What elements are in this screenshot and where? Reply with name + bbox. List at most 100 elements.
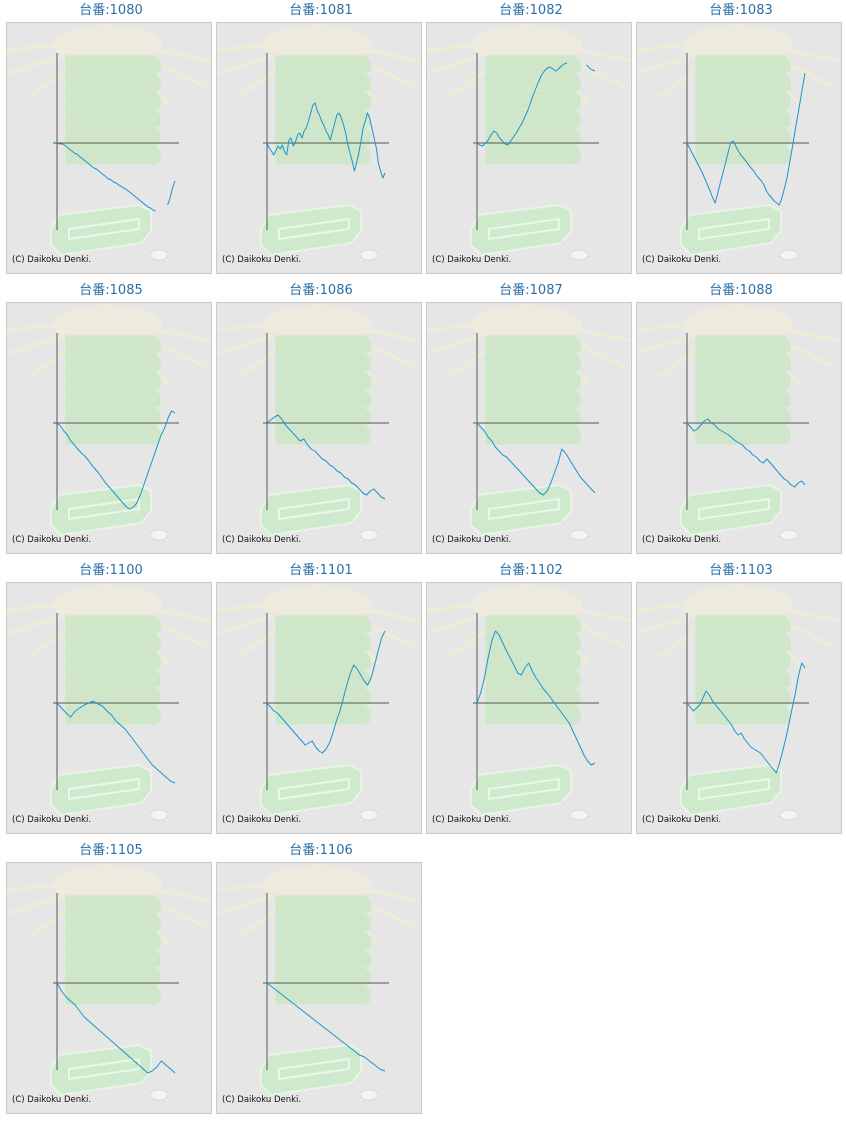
chart-frame: (C) Daikoku Denki. [636, 302, 842, 554]
chart-svg [217, 865, 421, 1101]
series-line [686, 418, 806, 488]
chart-frame: (C) Daikoku Denki. [6, 582, 212, 834]
chart-svg [217, 585, 421, 821]
chart-frame: (C) Daikoku Denki. [6, 22, 212, 274]
machine-chart: 台番:1083 (C) Daikoku Denki. [636, 0, 846, 276]
background-box-stack [694, 54, 792, 166]
background-tray [260, 763, 362, 817]
chart-svg [7, 305, 211, 541]
machine-chart: 台番:1086 (C) Daikoku Denki. [216, 280, 426, 556]
background-coin [359, 809, 379, 821]
background-tray [50, 1043, 152, 1097]
background-coin [569, 529, 589, 541]
background-coin [359, 529, 379, 541]
chart-frame: (C) Daikoku Denki. [216, 862, 422, 1114]
series-line [476, 630, 596, 766]
background-box-stack [484, 54, 582, 166]
background-tray [260, 1043, 362, 1097]
background-box-stack [274, 894, 372, 1006]
copyright-text: (C) Daikoku Denki. [222, 535, 302, 545]
chart-frame: (C) Daikoku Denki. [6, 302, 212, 554]
chart-title[interactable]: 台番:1101 [289, 563, 353, 578]
machine-chart: 台番:1101 (C) Daikoku Denki. [216, 560, 426, 836]
background-box-stack [64, 894, 162, 1006]
chart-svg [637, 585, 841, 821]
chart-title[interactable]: 台番:1080 [79, 3, 143, 18]
machine-chart: 台番:1085 (C) Daikoku Denki. [6, 280, 216, 556]
background-box-stack [274, 334, 372, 446]
copyright-text: (C) Daikoku Denki. [222, 1095, 302, 1105]
chart-svg [217, 305, 421, 541]
background-box-stack [64, 614, 162, 726]
copyright-text: (C) Daikoku Denki. [432, 255, 512, 265]
background-box-stack [274, 54, 372, 166]
copyright-text: (C) Daikoku Denki. [12, 255, 92, 265]
background-coin [779, 249, 799, 261]
series-line [476, 422, 596, 496]
chart-title[interactable]: 台番:1088 [709, 283, 773, 298]
chart-frame: (C) Daikoku Denki. [216, 582, 422, 834]
series-line [56, 410, 176, 510]
background-tray [470, 203, 572, 257]
chart-svg [427, 25, 631, 261]
background-coin [569, 809, 589, 821]
background-coin [779, 529, 799, 541]
background-tray [680, 483, 782, 537]
background-coin [149, 809, 169, 821]
copyright-text: (C) Daikoku Denki. [12, 815, 92, 825]
background-tray [470, 483, 572, 537]
series-line [266, 982, 386, 1072]
copyright-text: (C) Daikoku Denki. [222, 255, 302, 265]
series-line [56, 982, 176, 1074]
copyright-text: (C) Daikoku Denki. [432, 535, 512, 545]
machine-chart: 台番:1102 (C) Daikoku Denki. [426, 560, 636, 836]
background-tray [260, 483, 362, 537]
chart-title[interactable]: 台番:1103 [709, 563, 773, 578]
background-coin [569, 249, 589, 261]
chart-frame: (C) Daikoku Denki. [426, 22, 632, 274]
chart-title[interactable]: 台番:1081 [289, 3, 353, 18]
background-tray [680, 763, 782, 817]
chart-title[interactable]: 台番:1085 [79, 283, 143, 298]
chart-title[interactable]: 台番:1106 [289, 843, 353, 858]
machine-chart: 台番:1088 (C) Daikoku Denki. [636, 280, 846, 556]
chart-svg [7, 25, 211, 261]
chart-frame: (C) Daikoku Denki. [216, 22, 422, 274]
background-coin [779, 809, 799, 821]
copyright-text: (C) Daikoku Denki. [642, 255, 722, 265]
machine-chart: 台番:1087 (C) Daikoku Denki. [426, 280, 636, 556]
series-line [56, 142, 176, 212]
series-line [266, 102, 386, 179]
chart-title[interactable]: 台番:1105 [79, 843, 143, 858]
series-line [266, 414, 386, 500]
background-box-stack [64, 334, 162, 446]
background-tray [50, 483, 152, 537]
chart-title[interactable]: 台番:1083 [709, 3, 773, 18]
background-coin [149, 249, 169, 261]
copyright-text: (C) Daikoku Denki. [432, 815, 512, 825]
series-line [56, 700, 176, 784]
background-tray [50, 763, 152, 817]
series-line [266, 630, 386, 754]
chart-frame: (C) Daikoku Denki. [636, 22, 842, 274]
background-coin [359, 249, 379, 261]
series-line [686, 662, 806, 774]
copyright-text: (C) Daikoku Denki. [12, 1095, 92, 1105]
chart-title[interactable]: 台番:1082 [499, 3, 563, 18]
background-tray [50, 203, 152, 257]
background-tray [470, 763, 572, 817]
chart-title[interactable]: 台番:1100 [79, 563, 143, 578]
background-coin [149, 1089, 169, 1101]
chart-title[interactable]: 台番:1087 [499, 283, 563, 298]
copyright-text: (C) Daikoku Denki. [642, 815, 722, 825]
chart-title[interactable]: 台番:1102 [499, 563, 563, 578]
copyright-text: (C) Daikoku Denki. [12, 535, 92, 545]
background-box-stack [64, 54, 162, 166]
chart-svg [427, 305, 631, 541]
series-line [476, 62, 596, 147]
machine-chart: 台番:1103 (C) Daikoku Denki. [636, 560, 846, 836]
chart-frame: (C) Daikoku Denki. [6, 862, 212, 1114]
chart-svg [427, 585, 631, 821]
chart-svg [7, 865, 211, 1101]
chart-title[interactable]: 台番:1086 [289, 283, 353, 298]
